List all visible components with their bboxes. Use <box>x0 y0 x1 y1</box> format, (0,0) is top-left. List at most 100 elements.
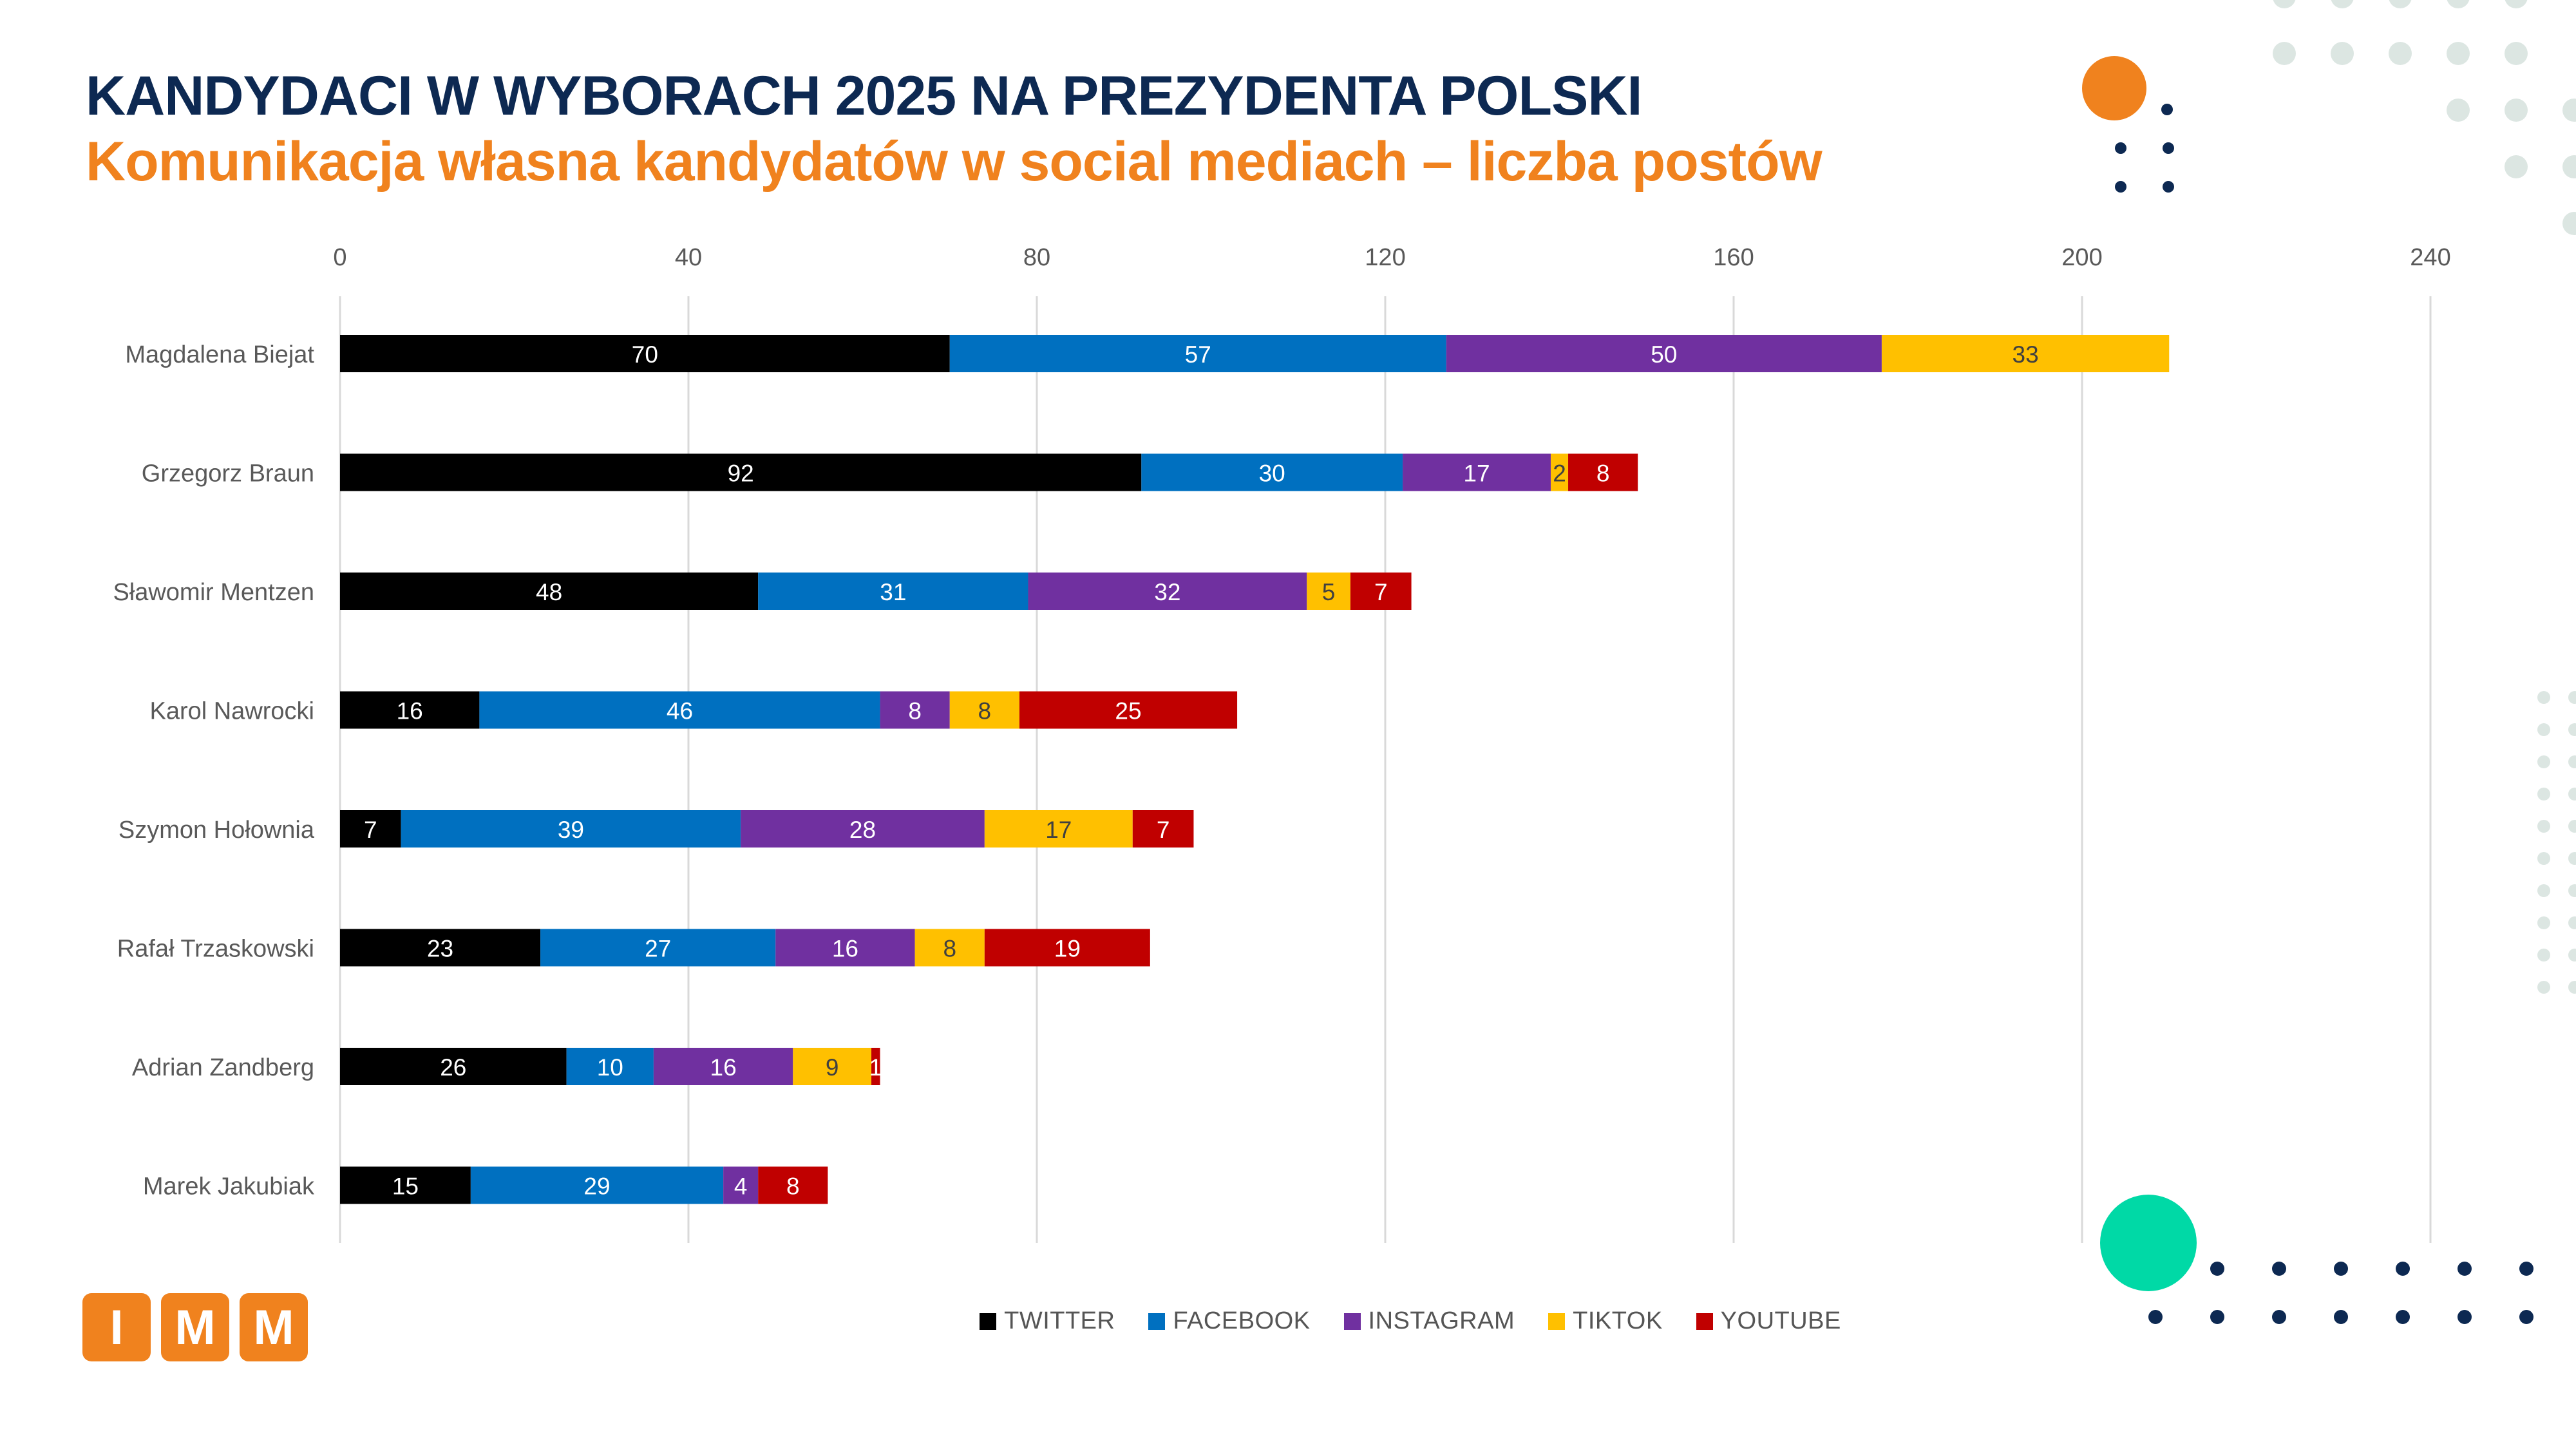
legend-swatch <box>980 1312 997 1330</box>
navy-dot <box>2458 1310 2472 1324</box>
grey-dot <box>2537 723 2550 736</box>
bar-segment <box>340 691 480 729</box>
data-label: 7 <box>364 817 377 843</box>
grey-dot <box>2273 42 2296 65</box>
navy-dot <box>2163 142 2174 154</box>
grey-dot <box>2331 0 2354 8</box>
bar-segment <box>984 810 1133 848</box>
bar-segment <box>741 810 985 848</box>
bar-segment <box>949 335 1446 372</box>
grey-dot <box>2568 949 2576 961</box>
chart-legend: TWITTER FACEBOOK INSTAGRAM TIKTOK YOUTUBE <box>0 1307 2576 1335</box>
x-tick-label: 160 <box>1713 244 1754 271</box>
bar-segment <box>1550 453 1569 491</box>
imm-logo: I M M <box>82 1293 318 1361</box>
legend-item: TIKTOK <box>1548 1307 1663 1335</box>
category-label: Karol Nawrocki <box>149 698 314 725</box>
grey-dot <box>2562 99 2576 122</box>
x-tick-label: 80 <box>1023 244 1050 271</box>
x-tick-label: 240 <box>2410 244 2450 271</box>
data-label: 26 <box>440 1054 466 1081</box>
grey-dot <box>2505 99 2528 122</box>
data-label: 1 <box>869 1054 882 1081</box>
grey-dot <box>2331 42 2354 65</box>
grey-dot <box>2537 949 2550 961</box>
grey-dot <box>2505 155 2528 178</box>
data-label: 19 <box>1054 936 1081 962</box>
data-label: 46 <box>667 698 693 724</box>
grey-dot <box>2568 723 2576 736</box>
navy-dot <box>2334 1310 2348 1324</box>
navy-dot <box>2148 1310 2163 1324</box>
grey-dot <box>2568 852 2576 865</box>
grey-dot <box>2389 0 2412 8</box>
navy-dot <box>2272 1262 2286 1276</box>
bar-segment <box>479 691 880 729</box>
data-label: 8 <box>943 936 956 962</box>
grey-dot <box>2537 788 2550 800</box>
bar-segment <box>793 1048 872 1085</box>
data-label: 9 <box>826 1054 839 1081</box>
grey-dot <box>2505 42 2528 65</box>
grey-dot <box>2537 755 2550 768</box>
chart-title: KANDYDACI W WYBORACH 2025 NA PREZYDENTA … <box>86 65 1642 127</box>
navy-dot <box>2396 1310 2410 1324</box>
bar-segment <box>470 1166 724 1204</box>
data-label: 30 <box>1259 460 1285 487</box>
data-label: 16 <box>832 936 858 962</box>
legend-swatch <box>1548 1312 1566 1330</box>
data-label: 92 <box>728 460 754 487</box>
bar-segment <box>914 929 985 967</box>
bar-segment <box>1019 691 1238 729</box>
data-label: 23 <box>427 936 453 962</box>
legend-swatch <box>1696 1312 1713 1330</box>
bar-segment <box>340 810 401 848</box>
bar-segment <box>653 1048 793 1085</box>
legend-item: INSTAGRAM <box>1343 1307 1515 1335</box>
grey-dot <box>2537 691 2550 704</box>
category-label: Marek Jakubiak <box>143 1173 315 1200</box>
grey-dot <box>2273 0 2296 8</box>
navy-dot <box>2334 1262 2348 1276</box>
data-label: 57 <box>1185 341 1211 368</box>
data-label: 32 <box>1154 579 1180 605</box>
data-label: 2 <box>1553 460 1566 487</box>
legend-swatch <box>1343 1312 1361 1330</box>
bar-segment <box>1141 453 1403 491</box>
mint-circle <box>2100 1195 2197 1291</box>
bar-segment <box>1568 453 1638 491</box>
x-tick-label: 0 <box>333 244 346 271</box>
bar-segment <box>1403 453 1551 491</box>
navy-dot <box>2458 1262 2472 1276</box>
grey-dot <box>2568 916 2576 929</box>
orange-circle <box>2082 56 2146 120</box>
bar-segment <box>401 810 741 848</box>
data-label: 10 <box>597 1054 623 1081</box>
legend-swatch <box>1148 1312 1166 1330</box>
grey-dot <box>2568 691 2576 704</box>
bar-segment <box>340 1166 471 1204</box>
navy-dot <box>2115 181 2126 193</box>
category-label: Szymon Hołownia <box>118 817 315 844</box>
grey-dot <box>2568 820 2576 833</box>
grey-dot <box>2568 788 2576 800</box>
bar-segment <box>1881 335 2170 372</box>
category-label: Grzegorz Braun <box>142 460 314 488</box>
data-label: 15 <box>392 1173 419 1200</box>
logo-letter-m-1: M <box>161 1293 229 1361</box>
data-label: 17 <box>1045 817 1072 843</box>
grey-dot <box>2505 0 2528 8</box>
data-label: 7 <box>1374 579 1388 605</box>
data-label: 17 <box>1463 460 1490 487</box>
bar-segment <box>758 573 1028 610</box>
navy-dot <box>2519 1310 2533 1324</box>
data-label: 8 <box>908 698 922 724</box>
category-label: Rafał Trzaskowski <box>117 936 314 963</box>
grey-dot <box>2537 981 2550 994</box>
grey-dot <box>2568 981 2576 994</box>
data-label: 27 <box>645 936 671 962</box>
legend-label: TIKTOK <box>1573 1307 1663 1334</box>
logo-letter-m-2: M <box>240 1293 308 1361</box>
bar-segment <box>758 1166 828 1204</box>
grey-dot <box>2389 42 2412 65</box>
